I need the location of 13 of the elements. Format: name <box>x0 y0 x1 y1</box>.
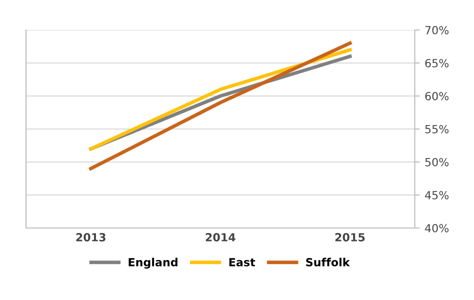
y-tick-label: 50% <box>425 158 449 166</box>
legend-label: East <box>229 258 256 266</box>
x-tick-label: 2014 <box>206 233 236 242</box>
y-tick-label: 60% <box>425 92 449 100</box>
x-tick-label: 2015 <box>335 233 365 242</box>
legend-label: Suffolk <box>306 258 350 266</box>
y-tick-label: 70% <box>425 26 449 34</box>
y-tick-label: 45% <box>425 190 449 200</box>
y-tick-label: 55% <box>425 124 449 134</box>
y-tick-label: 65% <box>425 58 449 68</box>
y-tick-label: 40% <box>425 224 449 232</box>
x-tick-label: 2013 <box>76 233 106 242</box>
legend-label: England <box>128 258 178 269</box>
